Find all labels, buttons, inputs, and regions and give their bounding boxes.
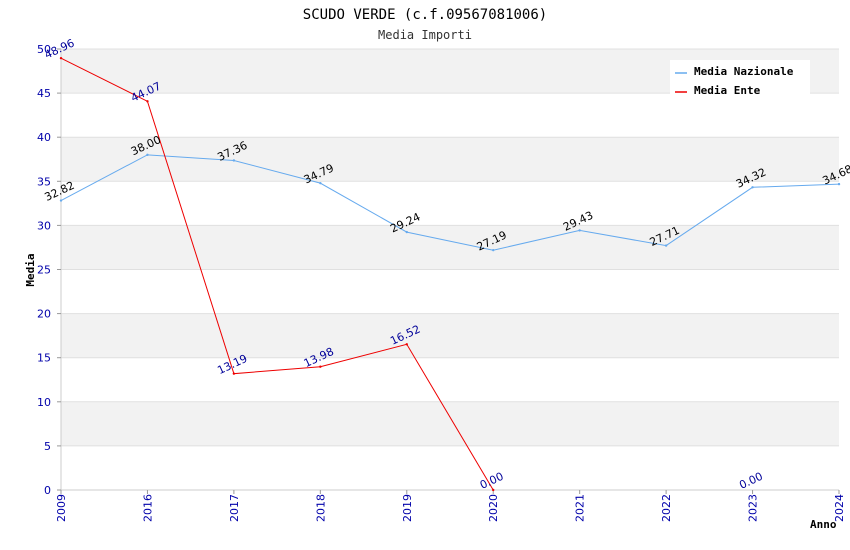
- y-tick-label: 10: [37, 396, 51, 409]
- grid-band: [61, 357, 839, 402]
- x-tick-label: 2022: [660, 494, 673, 522]
- legend-label-media-nazionale: Media Nazionale: [694, 65, 794, 78]
- y-tick-label: 20: [37, 308, 51, 321]
- chart-subtitle: Media Importi: [378, 28, 472, 42]
- grid-band: [61, 181, 839, 226]
- x-tick-label: 2017: [228, 494, 241, 522]
- data-point-media-nazionale: [751, 186, 754, 189]
- data-point-media-ente: [405, 343, 408, 346]
- x-tick-label: 2019: [401, 494, 414, 522]
- data-point-media-ente: [232, 372, 236, 375]
- data-point-media-ente: [59, 56, 63, 60]
- data-point-media-nazionale: [319, 181, 322, 185]
- x-axis-label: Anno: [810, 518, 837, 531]
- grid-band: [61, 93, 839, 138]
- y-tick-label: 50: [37, 43, 51, 56]
- x-tick-label: 2021: [574, 494, 587, 522]
- series-line-media-ente: [60, 57, 494, 491]
- grid-band: [61, 225, 839, 270]
- data-point-media-nazionale: [59, 199, 63, 202]
- y-tick-label: 40: [37, 131, 51, 144]
- data-point-media-ente: [319, 365, 322, 368]
- series-lines: [59, 56, 841, 492]
- data-point-media-nazionale: [405, 230, 408, 234]
- legend-label-media-ente: Media Ente: [694, 84, 761, 97]
- legend-box: [670, 60, 810, 96]
- data-point-media-nazionale: [578, 229, 581, 232]
- data-point-media-ente: [492, 488, 495, 492]
- y-tick-label: 30: [37, 219, 51, 232]
- data-point-media-nazionale: [664, 244, 668, 247]
- x-tick-label: 2023: [747, 494, 760, 522]
- data-point-media-ente: [146, 100, 149, 103]
- x-tick-label: 2009: [55, 494, 68, 522]
- y-axis-label: Media: [24, 253, 37, 286]
- grid-band: [61, 269, 839, 314]
- data-point-media-nazionale: [232, 159, 236, 162]
- x-ticks: 2009 2016 2017 2018 2019 2020 2021 2022 2023 2024: [55, 490, 846, 522]
- grid-band: [61, 313, 839, 358]
- data-point-media-nazionale: [492, 248, 495, 252]
- data-point-media-nazionale: [146, 153, 149, 157]
- y-tick-label: 5: [44, 440, 51, 453]
- grid-bands: [61, 48, 839, 491]
- y-ticks: 0 5 10 15 20 25 30 35 40 45 50: [37, 43, 61, 497]
- y-tick-label: 15: [37, 352, 51, 365]
- y-tick-label: 0: [44, 484, 51, 497]
- y-tick-label: 25: [37, 264, 51, 277]
- grid-band: [61, 401, 839, 446]
- y-tick-label: 45: [37, 87, 51, 100]
- y-tick-label: 35: [37, 175, 51, 188]
- legend: Media Nazionale Media Ente: [670, 60, 810, 97]
- grid-band: [61, 445, 839, 490]
- chart-title: SCUDO VERDE (c.f.09567081006): [303, 7, 547, 23]
- x-tick-label: 2020: [487, 494, 500, 522]
- series-line-media-nazionale: [60, 154, 840, 251]
- x-tick-label: 2024: [833, 494, 846, 522]
- data-point-media-nazionale: [837, 182, 841, 186]
- x-tick-label: 2018: [314, 494, 327, 522]
- grid-band: [61, 137, 839, 182]
- x-tick-label: 2016: [141, 494, 154, 522]
